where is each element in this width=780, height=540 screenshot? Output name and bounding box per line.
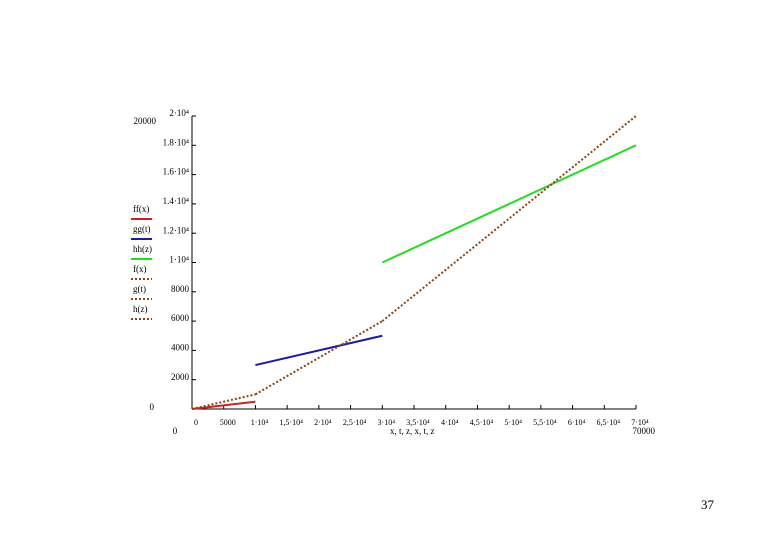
x-max-label: 70000 <box>633 426 656 436</box>
x-tick-label: 4,5·10⁴ <box>470 418 494 427</box>
x-tick-label: 2·10⁴ <box>314 418 332 427</box>
x-tick-label: 7·10⁴ <box>631 418 649 427</box>
x-tick-label: 6·10⁴ <box>568 418 586 427</box>
legend-label: f(x) <box>133 264 147 274</box>
legend-label: h(z) <box>133 304 148 314</box>
legend-label: g(t) <box>133 284 146 294</box>
legend-label: hh(z) <box>133 244 152 254</box>
y-tick-label: 6000 <box>171 313 190 323</box>
x-tick-label: 1,5·10⁴ <box>279 418 303 427</box>
x-tick-label: 2,5·10⁴ <box>343 418 367 427</box>
y-tick-label: 8000 <box>171 284 190 294</box>
x-axis-label: x, t, z, x, t, z <box>390 426 435 436</box>
y-tick-label: 1.4·10⁴ <box>163 196 189 206</box>
x-tick-label: 5,5·10⁴ <box>533 418 557 427</box>
x-tick-label: 5·10⁴ <box>504 418 522 427</box>
x-tick-label: 4·10⁴ <box>441 418 459 427</box>
series-line <box>191 393 256 410</box>
series-line <box>191 400 256 410</box>
series-line <box>255 334 383 367</box>
page-number: 37 <box>701 497 715 512</box>
series-line <box>381 144 637 264</box>
x-tick-label: 3,5·10⁴ <box>406 418 430 427</box>
legend-label: gg(t) <box>133 224 151 234</box>
x-min-label: 0 <box>173 426 178 436</box>
y-tick-label: 1.8·10⁴ <box>163 137 189 147</box>
y-tick-label: 4000 <box>171 342 190 352</box>
series-line <box>254 320 383 396</box>
y-tick-label: 1.6·10⁴ <box>163 167 189 177</box>
series-line <box>381 115 637 322</box>
x-tick-label: 6,5·10⁴ <box>597 418 621 427</box>
y-max-label: 20000 <box>134 116 157 126</box>
x-tick-label: 1·10⁴ <box>251 418 269 427</box>
x-tick-label: 3·10⁴ <box>378 418 396 427</box>
legend-label: ff(x) <box>133 204 149 214</box>
x-tick-label: 5000 <box>220 418 236 427</box>
y-tick-label: 1·10⁴ <box>169 255 189 265</box>
y-tick-label: 1.2·10⁴ <box>163 225 189 235</box>
y-min-label: 0 <box>150 402 155 412</box>
y-tick-label: 2·10⁴ <box>169 108 189 118</box>
x-tick-label: 0 <box>194 418 198 427</box>
y-tick-label: 2000 <box>171 372 190 382</box>
